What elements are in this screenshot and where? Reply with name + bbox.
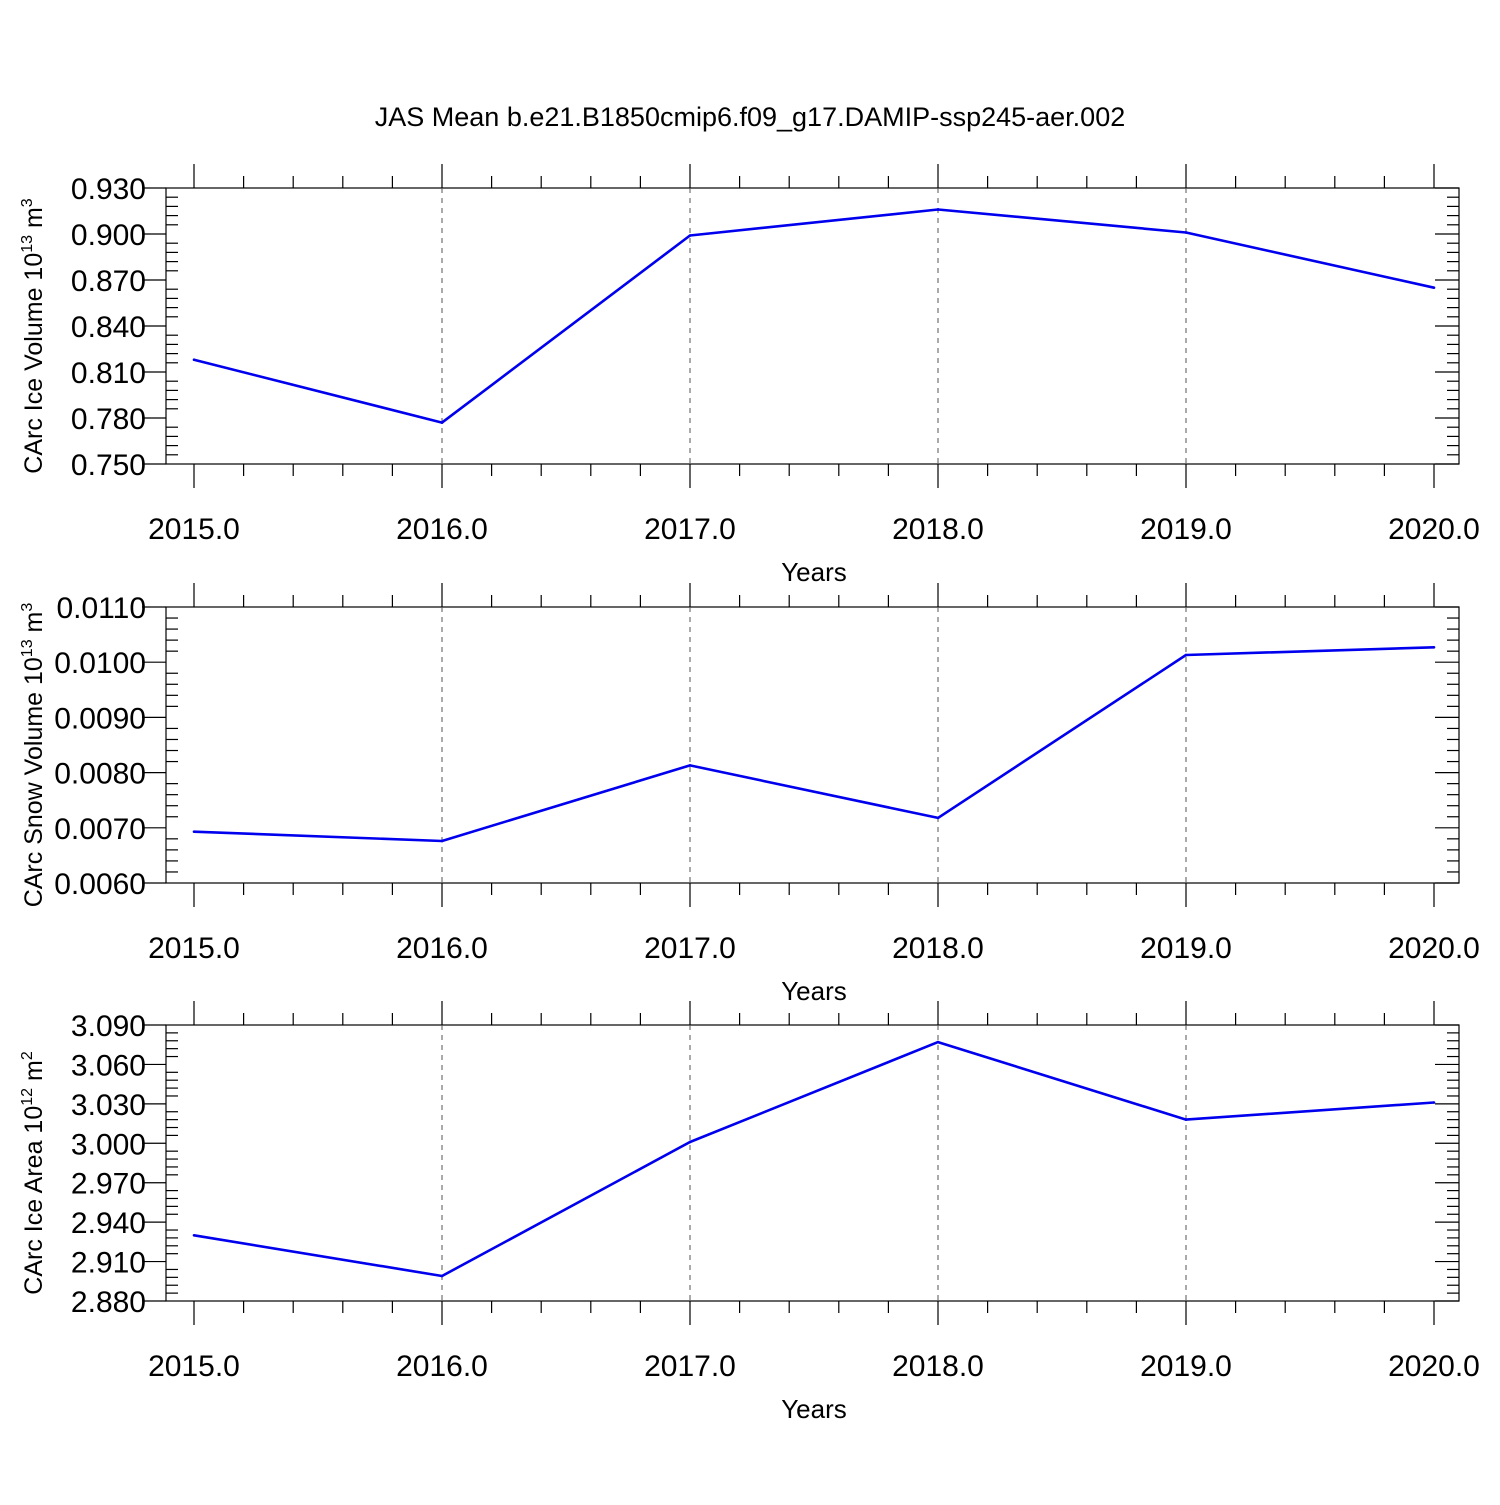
x-tick-label: 2016.0 [396,1350,488,1383]
data-point [440,421,444,424]
x-axis-label: Years [781,976,847,1006]
x-tick-label: 2016.0 [396,932,488,965]
y-tick-label: 0.0080 [54,758,146,791]
data-point [1432,286,1436,289]
panel-1: 2015.0 2016.0 2017.0 2018.0 2019.0 2020.0 0.75… [19,164,1480,587]
data-point [1432,645,1436,649]
x-axis-label: Years [781,557,847,587]
y-tick-label: 2.970 [71,1168,146,1201]
y-tick-label: 3.060 [71,1049,146,1082]
panel-2: 2015.0 2016.0 2017.0 2018.0 2019.0 2020.0 0.00… [19,583,1480,1006]
x-tick-label: 2017.0 [644,932,736,965]
y-tick-label: 0.840 [71,311,146,344]
data-point [688,764,692,767]
y-tick-label: 0.0060 [54,868,146,901]
plot-frame [165,1024,1460,1302]
y-tick-label: 0.0110 [56,592,146,625]
panels: 2015.0 2016.0 2017.0 2018.0 2019.0 2020.0 0.75… [19,164,1480,1424]
y-tick-label: 2.910 [71,1247,146,1280]
x-tick-label: 2018.0 [892,513,984,546]
y-tick-label: 3.090 [71,1010,146,1043]
y-tick-label: 0.0100 [54,647,146,680]
y-tick-label: 0.0090 [54,702,146,735]
x-tick-label: 2019.0 [1140,513,1232,546]
x-tick-label: 2015.0 [148,513,240,546]
y-axis-label: CArc Ice Area 1012 m2 [19,1051,48,1295]
y-tick-label: 0.900 [71,219,146,252]
y-tick-label: 0.750 [71,449,146,482]
x-tick-label: 2018.0 [892,1350,984,1383]
y-axis-label: CArc Snow Volume 1013 m3 [19,603,48,908]
y-tick-label: 0.780 [71,403,146,436]
data-point [688,1140,692,1144]
data-point [192,830,196,833]
data-point [1184,653,1188,657]
data-point [936,816,940,820]
panel-3: 2015.0 2016.0 2017.0 2018.0 2019.0 2020.0 2.88… [19,1001,1480,1424]
data-point [688,234,692,237]
x-tick-label: 2019.0 [1140,1350,1232,1383]
x-axis-label: Years [781,1394,847,1424]
x-tick-label: 2015.0 [148,932,240,965]
x-tick-label: 2020.0 [1388,932,1480,965]
x-tick-label: 2017.0 [644,1350,736,1383]
data-point [192,1233,196,1237]
y-tick-label: 0.930 [71,173,146,206]
y-tick-label: 3.000 [71,1128,146,1161]
x-tick-label: 2020.0 [1388,513,1480,546]
data-point [440,1274,444,1278]
data-point [1184,231,1188,234]
figure-title: JAS Mean b.e21.B1850cmip6.f09_g17.DAMIP-… [375,102,1125,132]
y-tick-label: 0.0070 [54,813,146,846]
data-point [936,208,940,211]
data-point [192,358,196,362]
y-tick-label: 2.940 [71,1207,146,1240]
x-tick-label: 2015.0 [148,1350,240,1383]
x-tick-label: 2019.0 [1140,932,1232,965]
x-tick-label: 2017.0 [644,513,736,546]
plot-frame [165,606,1460,884]
data-line [193,1040,1435,1278]
data-line [193,208,1435,424]
y-tick-label: 0.810 [71,357,146,390]
y-axis-label: CArc Ice Volume 1013 m3 [19,198,48,474]
data-point [440,839,444,843]
y-tick-label: 0.870 [71,265,146,298]
y-tick-label: 2.880 [71,1286,146,1319]
data-point [1432,1101,1436,1104]
data-point [1184,1118,1188,1121]
data-line [193,646,1435,843]
y-tick-label: 3.030 [71,1089,146,1122]
x-tick-label: 2020.0 [1388,1350,1480,1383]
data-point [936,1040,940,1044]
x-tick-label: 2018.0 [892,932,984,965]
plot-frame [165,187,1460,465]
x-tick-label: 2016.0 [396,513,488,546]
